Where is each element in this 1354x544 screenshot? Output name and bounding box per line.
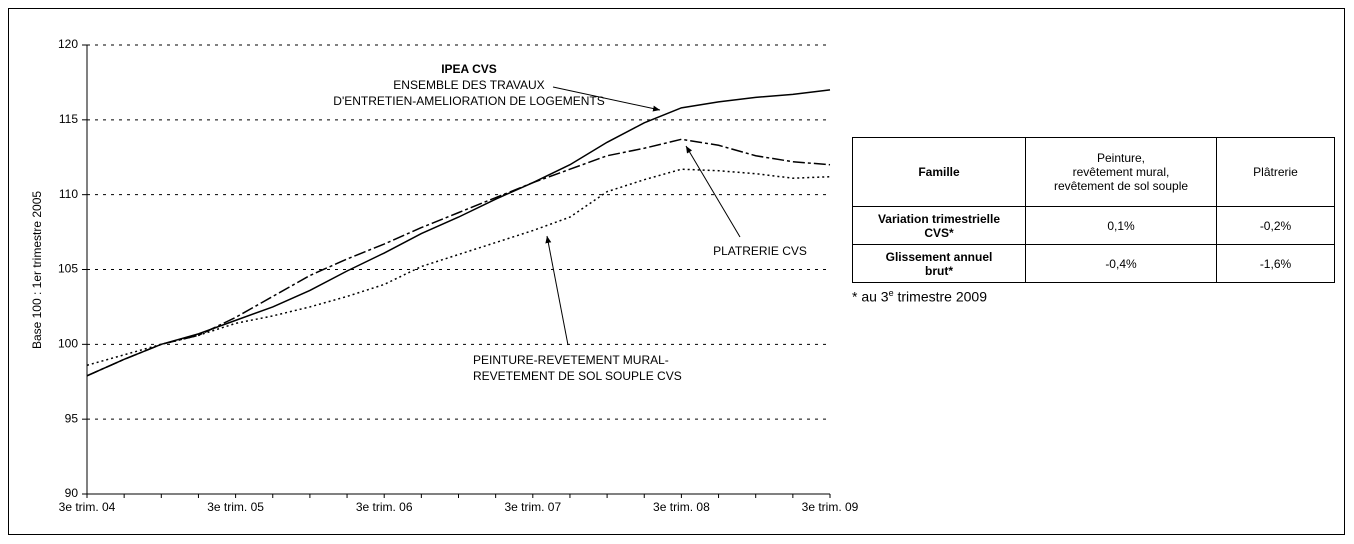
arrow — [552, 86, 661, 112]
x-tick-label: 3e trim. 06 — [356, 500, 413, 514]
series-note: REVETEMENT DE SOL SOUPLE CVS — [473, 369, 682, 383]
footnote-text: * au 3 — [852, 288, 889, 305]
cell-text: -0,4% — [1105, 256, 1137, 271]
y-tick-label: 95 — [65, 411, 79, 425]
cell-text: -1,6% — [1259, 256, 1292, 271]
cell-text: revêtement de sol souple — [1053, 179, 1189, 193]
table-cell: Glissement annuel brut* — [852, 244, 1026, 283]
footnote-sup: e — [888, 288, 894, 298]
cell-text: CVS* — [924, 225, 954, 240]
frame — [8, 8, 1345, 535]
series-line — [86, 138, 831, 377]
x-tick-label: 3e trim. 05 — [207, 500, 264, 514]
y-tick-label: 120 — [58, 37, 78, 51]
y-tick-label: 110 — [59, 187, 78, 201]
cell-text: Famille — [918, 165, 960, 179]
table-cell: Famille — [852, 137, 1026, 207]
y-tick-label: 90 — [65, 486, 79, 500]
series-note: ENSEMBLE DES TRAVAUX — [393, 78, 544, 92]
table-cell: Variation trimestrielle CVS* — [852, 206, 1026, 245]
cell-text: Plâtrerie — [1253, 165, 1298, 179]
y-axis-label: Base 100 : 1er trimestre 2005 — [30, 191, 44, 349]
table-cell: Peinture, revêtement mural, revêtement de … — [1025, 137, 1217, 207]
y-tick-label: 115 — [59, 112, 78, 126]
table-cell: Plâtrerie — [1216, 137, 1335, 207]
table-cell: 0,1% — [1025, 206, 1217, 245]
series-line — [86, 168, 831, 367]
y-tick-label: 100 — [58, 337, 78, 351]
x-tick-label: 3e trim. 08 — [653, 500, 710, 514]
series-label: PEINTURE-REVETEMENT MURAL- — [473, 353, 669, 367]
y-tick-label: 105 — [58, 262, 78, 276]
table-row: Glissement annuel brut* -0,4% -1,6% — [852, 244, 1335, 283]
table-cell: -0,4% — [1025, 244, 1217, 283]
series-note: D'ENTRETIEN-AMELIORATION DE LOGEMENTS — [333, 94, 604, 108]
x-tick-label: 3e trim. 09 — [802, 500, 859, 514]
cell-text: 0,1% — [1107, 218, 1135, 233]
summary-table: Famille Peinture, revêtement mural, revêtem… — [852, 137, 1335, 283]
cell-text: revêtement mural, — [1072, 165, 1170, 179]
cell-text: Glissement annuel — [885, 249, 993, 264]
arrow — [685, 145, 741, 238]
cell-text: -0,2% — [1259, 218, 1292, 233]
x-tick-label: 3e trim. 07 — [504, 500, 561, 514]
table-cell: -1,6% — [1216, 244, 1335, 283]
table-row: Variation trimestrielle CVS* 0,1% -0,2% — [852, 206, 1335, 245]
table-header-row: Famille Peinture, revêtement mural, revêtem… — [852, 137, 1335, 207]
series-label: IPEA CVS — [441, 62, 497, 76]
x-tick-label: 3e trim. 04 — [59, 500, 116, 514]
cell-text: Variation trimestrielle — [877, 211, 1001, 226]
series-label: PLATRERIE CVS — [713, 244, 807, 258]
arrow — [545, 235, 569, 346]
table-cell: -0,2% — [1216, 206, 1335, 245]
series-line — [86, 89, 831, 377]
cell-text: brut* — [925, 263, 953, 278]
footnote-text: trimestre 2009 — [893, 288, 987, 305]
footnote: * au 3e trimestre 2009 — [852, 288, 987, 305]
cell-text: Peinture, — [1096, 151, 1146, 165]
